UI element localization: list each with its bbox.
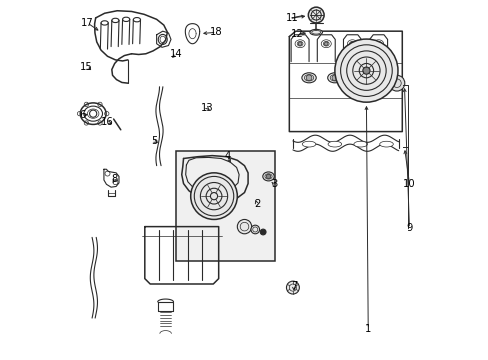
Text: 8: 8 <box>111 174 118 184</box>
Text: 4: 4 <box>224 150 230 161</box>
Circle shape <box>250 225 259 234</box>
Text: 17: 17 <box>81 18 94 28</box>
Circle shape <box>286 281 299 294</box>
Circle shape <box>334 39 397 102</box>
Text: 15: 15 <box>80 62 93 72</box>
Circle shape <box>362 67 369 74</box>
Circle shape <box>350 42 353 45</box>
Ellipse shape <box>327 73 341 83</box>
Circle shape <box>190 173 237 220</box>
Ellipse shape <box>379 141 392 147</box>
Text: 16: 16 <box>101 117 114 127</box>
Text: 10: 10 <box>402 179 415 189</box>
Circle shape <box>237 220 251 234</box>
Circle shape <box>383 75 388 81</box>
Circle shape <box>305 75 311 81</box>
Circle shape <box>388 75 404 91</box>
Circle shape <box>308 7 324 23</box>
Text: 13: 13 <box>200 103 213 113</box>
Ellipse shape <box>327 141 341 147</box>
Circle shape <box>376 42 380 45</box>
Circle shape <box>266 174 270 179</box>
Ellipse shape <box>301 73 316 83</box>
Text: 2: 2 <box>253 199 260 210</box>
Ellipse shape <box>379 73 393 83</box>
Text: 3: 3 <box>270 179 277 189</box>
Circle shape <box>260 229 265 235</box>
Text: 7: 7 <box>290 281 297 291</box>
Circle shape <box>298 42 301 45</box>
Text: 9: 9 <box>406 224 412 233</box>
Ellipse shape <box>262 172 274 181</box>
Text: 11: 11 <box>285 13 298 23</box>
Circle shape <box>324 42 327 45</box>
Ellipse shape <box>302 141 315 147</box>
Text: 5: 5 <box>151 136 158 146</box>
Circle shape <box>331 75 337 81</box>
Text: 12: 12 <box>290 29 304 39</box>
Text: 18: 18 <box>210 27 223 37</box>
Ellipse shape <box>309 30 322 35</box>
Text: 1: 1 <box>364 324 371 334</box>
Text: 6: 6 <box>79 110 85 120</box>
Ellipse shape <box>353 141 367 147</box>
Text: 14: 14 <box>170 49 183 59</box>
Circle shape <box>357 75 363 81</box>
Ellipse shape <box>353 73 367 83</box>
FancyBboxPatch shape <box>176 151 274 261</box>
